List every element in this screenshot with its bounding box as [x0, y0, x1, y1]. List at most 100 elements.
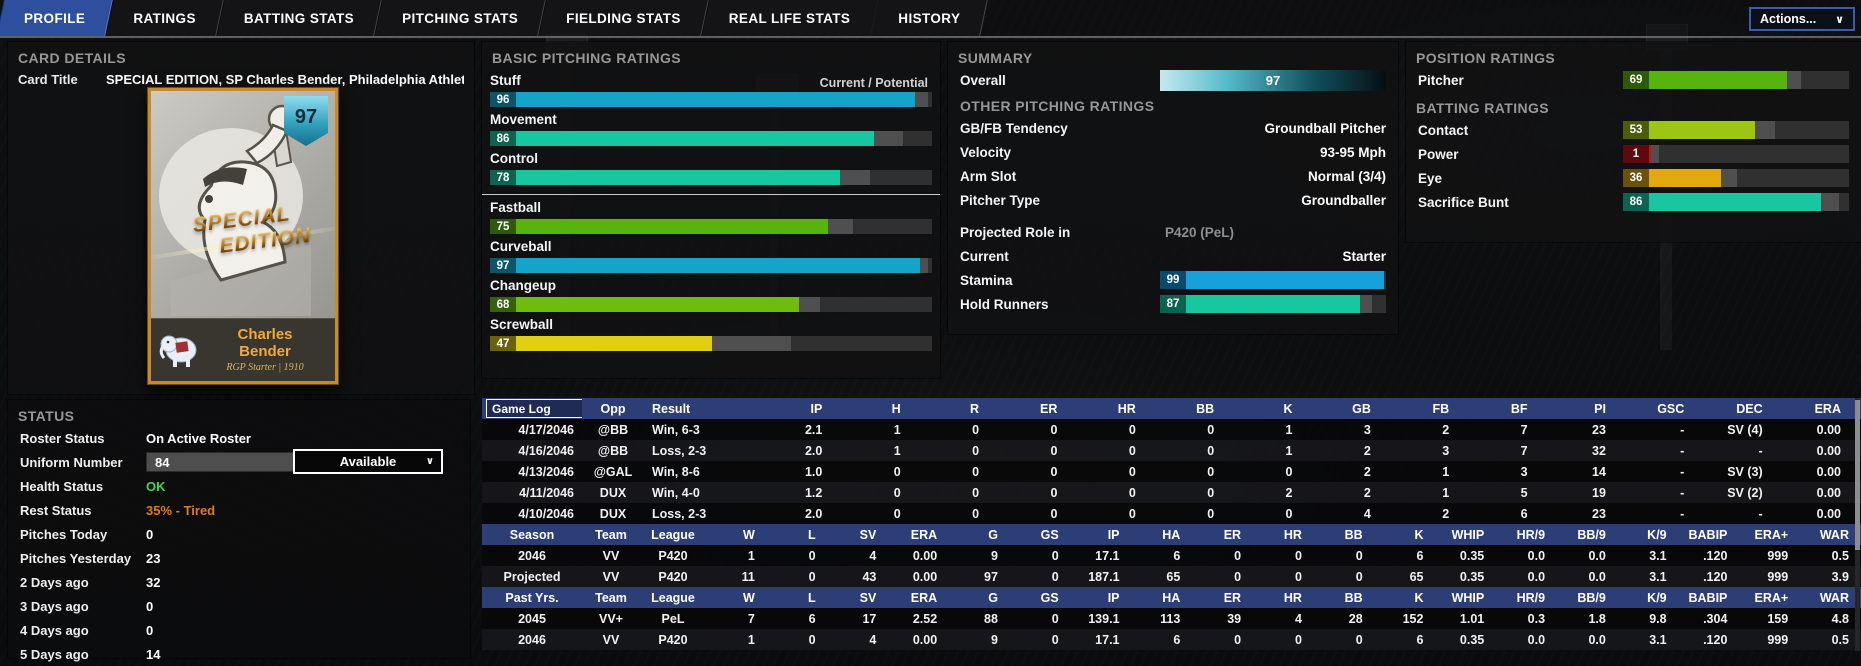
past-years-cell: 17 [862, 611, 877, 626]
season-stats-cell: Projected [503, 569, 561, 584]
game-log-cell: DUX [599, 506, 627, 521]
past-years-cell: 999 [1767, 632, 1789, 647]
scrollbar-thumb[interactable] [1855, 400, 1860, 550]
season-stats-col-g: G [988, 527, 998, 542]
rating-row-stuff: Stuff 96 [482, 73, 940, 107]
tab-pitching-stats[interactable]: PITCHING STATS [378, 0, 542, 36]
tab-history[interactable]: HISTORY [874, 0, 984, 36]
season-stats-row[interactable]: Projected VV P420 11 0 43 0.00 97 0 187.1 65 0 0 0 65 0… [482, 566, 1861, 587]
uniform-availability-dropdown[interactable]: Available ∨ [293, 449, 443, 474]
player-card-image: 97 SPECIAL EDITION Charles Bender [147, 87, 339, 385]
tab-fielding-stats[interactable]: FIELDING STATS [542, 0, 705, 36]
status-row-4-days-ago: 4 Days ago 0 [8, 618, 470, 642]
tab-ratings[interactable]: RATINGS [109, 0, 220, 36]
game-log-row[interactable]: 4/16/2046 @BB Loss, 2-3 2.0 1 0 0 0 0 1 2 3 7 32 - - 0.0… [482, 440, 1861, 461]
stats-tables: Game Log∨OppResultIPHRERHRBBKGBFBBFPIGSC… [482, 398, 1861, 650]
past-years-cell: P420 [658, 632, 688, 647]
tab-label: REAL LIFE STATS [728, 10, 851, 26]
season-stats-cell: 3.1 [1649, 569, 1667, 584]
summary-row-label: Pitcher Type [960, 192, 1041, 208]
summary-row-arm-slot: Arm Slot Normal (3/4) [948, 164, 1398, 188]
game-log-cell: Loss, 2-3 [652, 506, 707, 521]
season-stats-cell: 0 [1355, 548, 1363, 563]
past-years-cell: VV [602, 632, 620, 647]
rating-row-control: Control 78 [482, 151, 940, 185]
game-log-cell: 2 [1363, 464, 1371, 479]
past-years-cell: .304 [1703, 611, 1728, 626]
game-log-cell: 1 [1285, 422, 1293, 437]
rating-label: Stuff [490, 73, 521, 88]
game-log-cell: 2 [1363, 485, 1371, 500]
past-years-col-k: K [1414, 590, 1424, 605]
status-row-rest-status: Rest Status 35% - Tired [8, 498, 470, 522]
game-log-col-bb: BB [1196, 401, 1215, 416]
tab-batting-stats[interactable]: BATTING STATS [220, 0, 378, 36]
rating-row-screwball: Screwball 47 [482, 317, 940, 351]
summary-row-value: Groundball Pitcher [1264, 120, 1386, 136]
uniform-number-input[interactable] [146, 452, 296, 472]
past-years-row[interactable]: 2046 VV P420 1 0 4 0.00 9 0 17.1 6 0 0 0 6 0.35 0.0 0.0 3.… [482, 629, 1861, 650]
season-stats-cell: VV [602, 569, 620, 584]
past-years-col-hr: HR [1283, 590, 1302, 605]
rating-label: Control [490, 151, 538, 166]
rating-row-contact: Contact 53 [1406, 118, 1861, 142]
game-log-row[interactable]: 4/13/2046 @GAL Win, 8-6 1.0 0 0 0 0 0 0 2 1 3 14 - SV (… [482, 461, 1861, 482]
overall-rating-bar: 97 [1160, 69, 1386, 91]
summary-row-label: GB/FB Tendency [960, 120, 1068, 136]
status-value: On Active Roster [146, 430, 251, 446]
past-years-col-war: WAR [1819, 590, 1849, 605]
past-years-col-hr9: HR/9 [1516, 590, 1546, 605]
current-segment [490, 131, 874, 146]
overall-rating-value: 97 [1265, 72, 1281, 88]
game-log-row[interactable]: 4/10/2046 DUX Loss, 2-3 2.0 0 0 0 0 0 0 4 2 6 23 - - 0.0… [482, 503, 1861, 524]
past-years-cell: 6 [808, 611, 816, 626]
season-stats-col-hr: HR [1283, 527, 1302, 542]
season-stats-row[interactable]: 2046 VV P420 1 0 4 0.00 9 0 17.1 6 0 0 0 6 0.35 0.0 0.0 3.… [482, 545, 1861, 566]
past-years-cell: 159 [1767, 611, 1789, 626]
current-segment [490, 297, 799, 312]
game-log-cell: 0 [972, 464, 980, 479]
actions-label: Actions... [1760, 12, 1817, 26]
game-log-cell: - [1758, 443, 1763, 458]
game-log-cell: 3 [1442, 443, 1450, 458]
status-value: 35% - Tired [146, 502, 216, 518]
past-years-cell: 0.0 [1588, 632, 1606, 647]
table-scrollbar[interactable] [1855, 398, 1860, 651]
past-years-col-g: G [988, 590, 998, 605]
tab-real-life-stats[interactable]: REAL LIFE STATS [705, 0, 875, 36]
rating-bar-screwball: 47 [490, 336, 932, 351]
season-stats-cell: 0.0 [1527, 569, 1546, 584]
game-log-selector[interactable]: Game Log ∨ [486, 399, 582, 418]
game-log-cell: 0.00 [1816, 464, 1841, 479]
game-log-col-gsc: GSC [1657, 401, 1685, 416]
game-log-row[interactable]: 4/17/2046 @BB Win, 6-3 2.1 1 0 0 0 0 1 3 2 7 23 - SV (4… [482, 419, 1861, 440]
game-log-cell: Loss, 2-3 [652, 443, 707, 458]
season-stats-cell: 0.00 [912, 569, 938, 584]
past-years-cell: 0.5 [1831, 632, 1849, 647]
pitching-ratings-panel: BASIC PITCHING RATINGS Current / Potenti… [482, 42, 940, 378]
season-stats-cell: VV [602, 548, 620, 563]
batting-ratings-heading: BATTING RATINGS [1416, 100, 1550, 116]
past-years-col-team: Team [595, 590, 627, 605]
past-years-col-gs: GS [1040, 590, 1059, 605]
past-years-cell: .120 [1703, 632, 1728, 647]
season-stats-col-er: ER [1223, 527, 1242, 542]
season-stats-col-era: ERA [910, 527, 938, 542]
season-stats-col-w: W [742, 527, 755, 542]
current-segment [1623, 121, 1755, 139]
rating-value-chip: 75 [490, 219, 516, 234]
actions-button[interactable]: Actions... ∨ [1749, 7, 1855, 31]
season-stats-cell: 17.1 [1095, 548, 1120, 563]
rating-bar-control: 78 [490, 170, 932, 185]
rating-value-chip: 53 [1623, 121, 1649, 139]
status-label: 4 Days ago [20, 622, 89, 638]
status-label: Pitches Yesterday [20, 550, 132, 566]
game-log-cell: 19 [1592, 485, 1606, 500]
status-row-roster-status: Roster Status On Active Roster [8, 426, 470, 450]
tab-profile[interactable]: PROFILE [0, 0, 109, 36]
game-log-row[interactable]: 4/11/2046 DUX Win, 4-0 1.2 0 0 0 0 0 2 2 1 5 19 - SV (2… [482, 482, 1861, 503]
past-years-row[interactable]: 2045 VV+ PeL 7 6 17 2.52 88 0 139.1 113 39 4 28 152 1.0… [482, 608, 1861, 629]
game-log-cell: - [1680, 485, 1685, 500]
season-stats-cell: 0 [1051, 548, 1059, 563]
current-segment [490, 258, 920, 273]
